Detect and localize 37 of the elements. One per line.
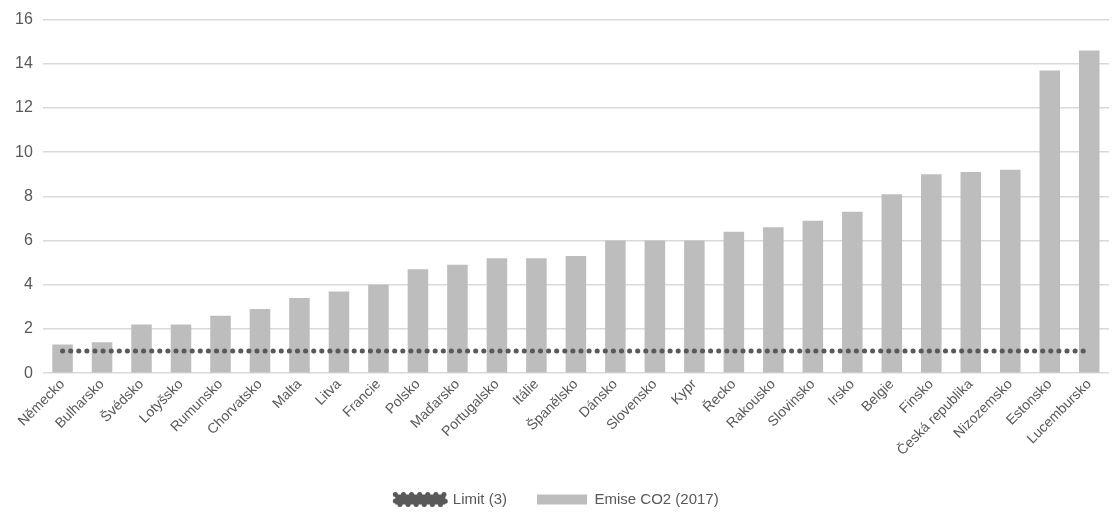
bar [368,284,389,373]
y-tick-label: 6 [23,230,33,248]
bar [289,298,310,373]
bar [1039,70,1061,373]
bar [723,231,745,373]
bar [960,172,982,373]
bar [1000,169,1021,373]
bar [328,291,350,373]
bar [684,240,705,373]
y-tick-label: 14 [15,54,33,72]
bar [842,211,863,373]
bar [52,344,73,373]
y-tick-label: 12 [15,98,33,116]
bar [131,324,152,373]
y-tick-label: 16 [15,10,33,28]
y-tick-label: 8 [23,186,33,204]
bar [605,240,626,373]
bar [447,264,468,373]
y-tick-label: 2 [23,319,33,337]
bar [644,240,666,373]
bar [210,315,231,373]
bar [407,269,429,373]
y-tick-label: 10 [15,142,33,160]
bar [921,174,942,373]
y-tick-label: 0 [23,363,33,381]
bar [526,258,547,373]
bar [170,324,192,373]
bar [486,258,508,373]
legend-label: Emise CO2 (2017) [594,489,719,507]
y-tick-label: 4 [23,275,33,293]
bar [763,227,784,373]
bar [1078,50,1100,373]
bar [802,220,824,373]
bar [565,256,587,373]
bar [249,309,271,373]
legend-label: Limit (3) [452,489,507,507]
bar [881,194,903,373]
